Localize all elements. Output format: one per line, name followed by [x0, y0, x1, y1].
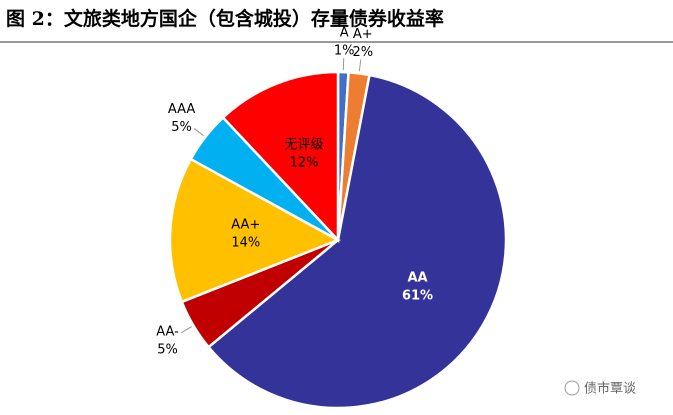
- pie-slice: [206, 73, 508, 410]
- leader-line: [358, 59, 362, 72]
- slice-label: A+: [353, 27, 373, 42]
- pie-slice: [168, 157, 341, 304]
- slice-label: AA-: [156, 324, 179, 339]
- slice-label: AAA: [168, 102, 196, 117]
- value-label: 12%: [290, 156, 319, 171]
- value-label: 14%: [231, 236, 260, 251]
- watermark-icon: [564, 380, 580, 396]
- slice-label: A: [340, 26, 349, 41]
- slice-label: 无评级: [284, 138, 323, 153]
- pie-slice: [221, 70, 340, 244]
- slice-label: AA+: [231, 218, 260, 233]
- slice-label: AA: [407, 271, 427, 286]
- leader-line: [181, 326, 192, 334]
- value-label: 5%: [171, 120, 192, 135]
- watermark: 债市覃谈: [584, 381, 636, 397]
- value-label: 61%: [402, 289, 433, 304]
- value-label: 5%: [157, 342, 178, 357]
- value-label: 1%: [334, 44, 355, 59]
- leader-line: [193, 128, 204, 137]
- value-label: 2%: [353, 45, 374, 60]
- chart-title: 图 2：文旅类地方国企（包含城投）存量债券收益率: [6, 7, 444, 30]
